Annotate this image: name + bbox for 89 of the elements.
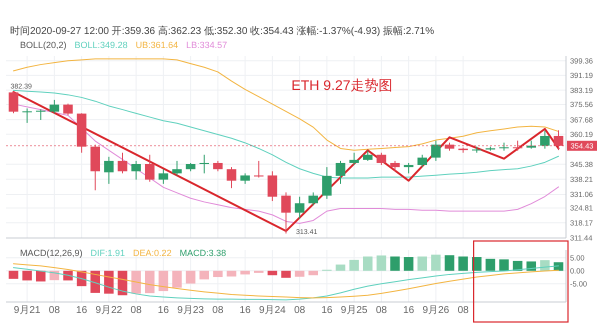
x-tick-label: 16 bbox=[321, 305, 333, 316]
candlestick bbox=[254, 160, 264, 178]
bar bbox=[417, 256, 428, 271]
bar bbox=[158, 270, 168, 292]
candlestick bbox=[50, 99, 60, 114]
bar bbox=[240, 270, 250, 274]
bar bbox=[404, 257, 414, 271]
bar bbox=[144, 270, 155, 294]
candlestick bbox=[172, 160, 182, 176]
bar bbox=[118, 270, 128, 296]
bar bbox=[22, 270, 32, 280]
text: 时间2020-09-27 12:00 开:359.36 高:362.23 低:352.30 收:354.43 涨幅:-1.37%(-4.93) 振幅:2.71% bbox=[10, 25, 434, 37]
candlestick bbox=[417, 154, 428, 168]
text: LB:334.57 bbox=[186, 40, 228, 50]
candlestick bbox=[362, 150, 373, 162]
x-tick-label: 08 bbox=[376, 305, 388, 316]
bar bbox=[226, 270, 236, 277]
candlestick bbox=[268, 170, 278, 202]
x-tick-label: 9月23 bbox=[177, 305, 204, 316]
x-tick-label: 08 bbox=[294, 305, 306, 316]
text: BOLL(20,2) bbox=[20, 40, 67, 50]
annotation: MACD(12,26,9) bbox=[20, 248, 83, 258]
bar bbox=[499, 259, 509, 271]
x-tick-label: 08 bbox=[130, 305, 142, 316]
bar bbox=[131, 270, 141, 294]
bar bbox=[376, 255, 386, 271]
bar bbox=[199, 270, 210, 280]
candlestick bbox=[349, 152, 359, 166]
candlestick bbox=[63, 103, 73, 116]
bar bbox=[512, 260, 522, 271]
candlestick bbox=[431, 140, 441, 162]
bar bbox=[172, 270, 182, 288]
bar bbox=[458, 256, 468, 271]
bar bbox=[8, 270, 18, 279]
candlestick bbox=[22, 108, 32, 124]
x-tick-label: 08 bbox=[458, 305, 470, 316]
candlestick bbox=[336, 160, 346, 184]
x-tick-label: 9月21 bbox=[14, 305, 41, 316]
line-series bbox=[12, 58, 560, 151]
candlestick bbox=[144, 154, 155, 182]
candlestick bbox=[308, 192, 318, 206]
candlestick bbox=[390, 160, 400, 172]
series-label: MACD:3.38 bbox=[180, 248, 226, 258]
x-tick-label: 9月22 bbox=[96, 305, 123, 316]
x-tick-label: 08 bbox=[212, 305, 224, 316]
candlestick bbox=[199, 154, 210, 174]
candlestick bbox=[404, 162, 414, 174]
bar bbox=[431, 254, 441, 271]
candlestick bbox=[8, 91, 18, 114]
candlestick bbox=[281, 192, 291, 234]
x-tick-label: 9月26 bbox=[422, 305, 450, 316]
candlestick bbox=[213, 160, 223, 172]
bar bbox=[390, 256, 400, 271]
candlestick bbox=[226, 166, 236, 189]
series-label: UB:361.64 bbox=[136, 40, 178, 50]
bar bbox=[472, 257, 482, 271]
candlestick bbox=[104, 156, 114, 184]
candlestick bbox=[131, 160, 141, 180]
text: DIF:1.91 bbox=[90, 248, 126, 258]
bar bbox=[294, 270, 304, 277]
bar bbox=[486, 258, 496, 271]
bar bbox=[349, 260, 359, 271]
bar bbox=[186, 270, 196, 284]
candlestick bbox=[240, 172, 250, 184]
bar bbox=[362, 256, 373, 271]
candlestick bbox=[540, 130, 550, 150]
x-tick-label: 16 bbox=[76, 305, 88, 316]
x-tick-label: 9月24 bbox=[259, 305, 286, 316]
text: BOLL:349.28 bbox=[74, 40, 128, 50]
bar bbox=[213, 270, 223, 278]
candlestick bbox=[118, 152, 128, 174]
candlestick bbox=[322, 166, 332, 200]
text: ETH 9.27走势图 bbox=[291, 77, 393, 93]
x-tick-label: 08 bbox=[48, 305, 60, 316]
bar bbox=[308, 270, 318, 276]
x-tick-label: 16 bbox=[240, 305, 252, 316]
bar bbox=[444, 255, 454, 271]
candlestick bbox=[294, 196, 304, 220]
x-tick-label: 16 bbox=[158, 305, 170, 316]
bar bbox=[336, 264, 346, 271]
candlestick bbox=[158, 168, 168, 184]
text: DEA:0.22 bbox=[133, 248, 172, 258]
bar bbox=[268, 270, 278, 276]
candlestick bbox=[36, 108, 46, 120]
x-tick-label: 16 bbox=[403, 305, 415, 316]
bar bbox=[281, 270, 291, 278]
x-tick-label: 9月25 bbox=[340, 305, 368, 316]
candlestick bbox=[376, 152, 386, 166]
bar bbox=[36, 270, 46, 282]
